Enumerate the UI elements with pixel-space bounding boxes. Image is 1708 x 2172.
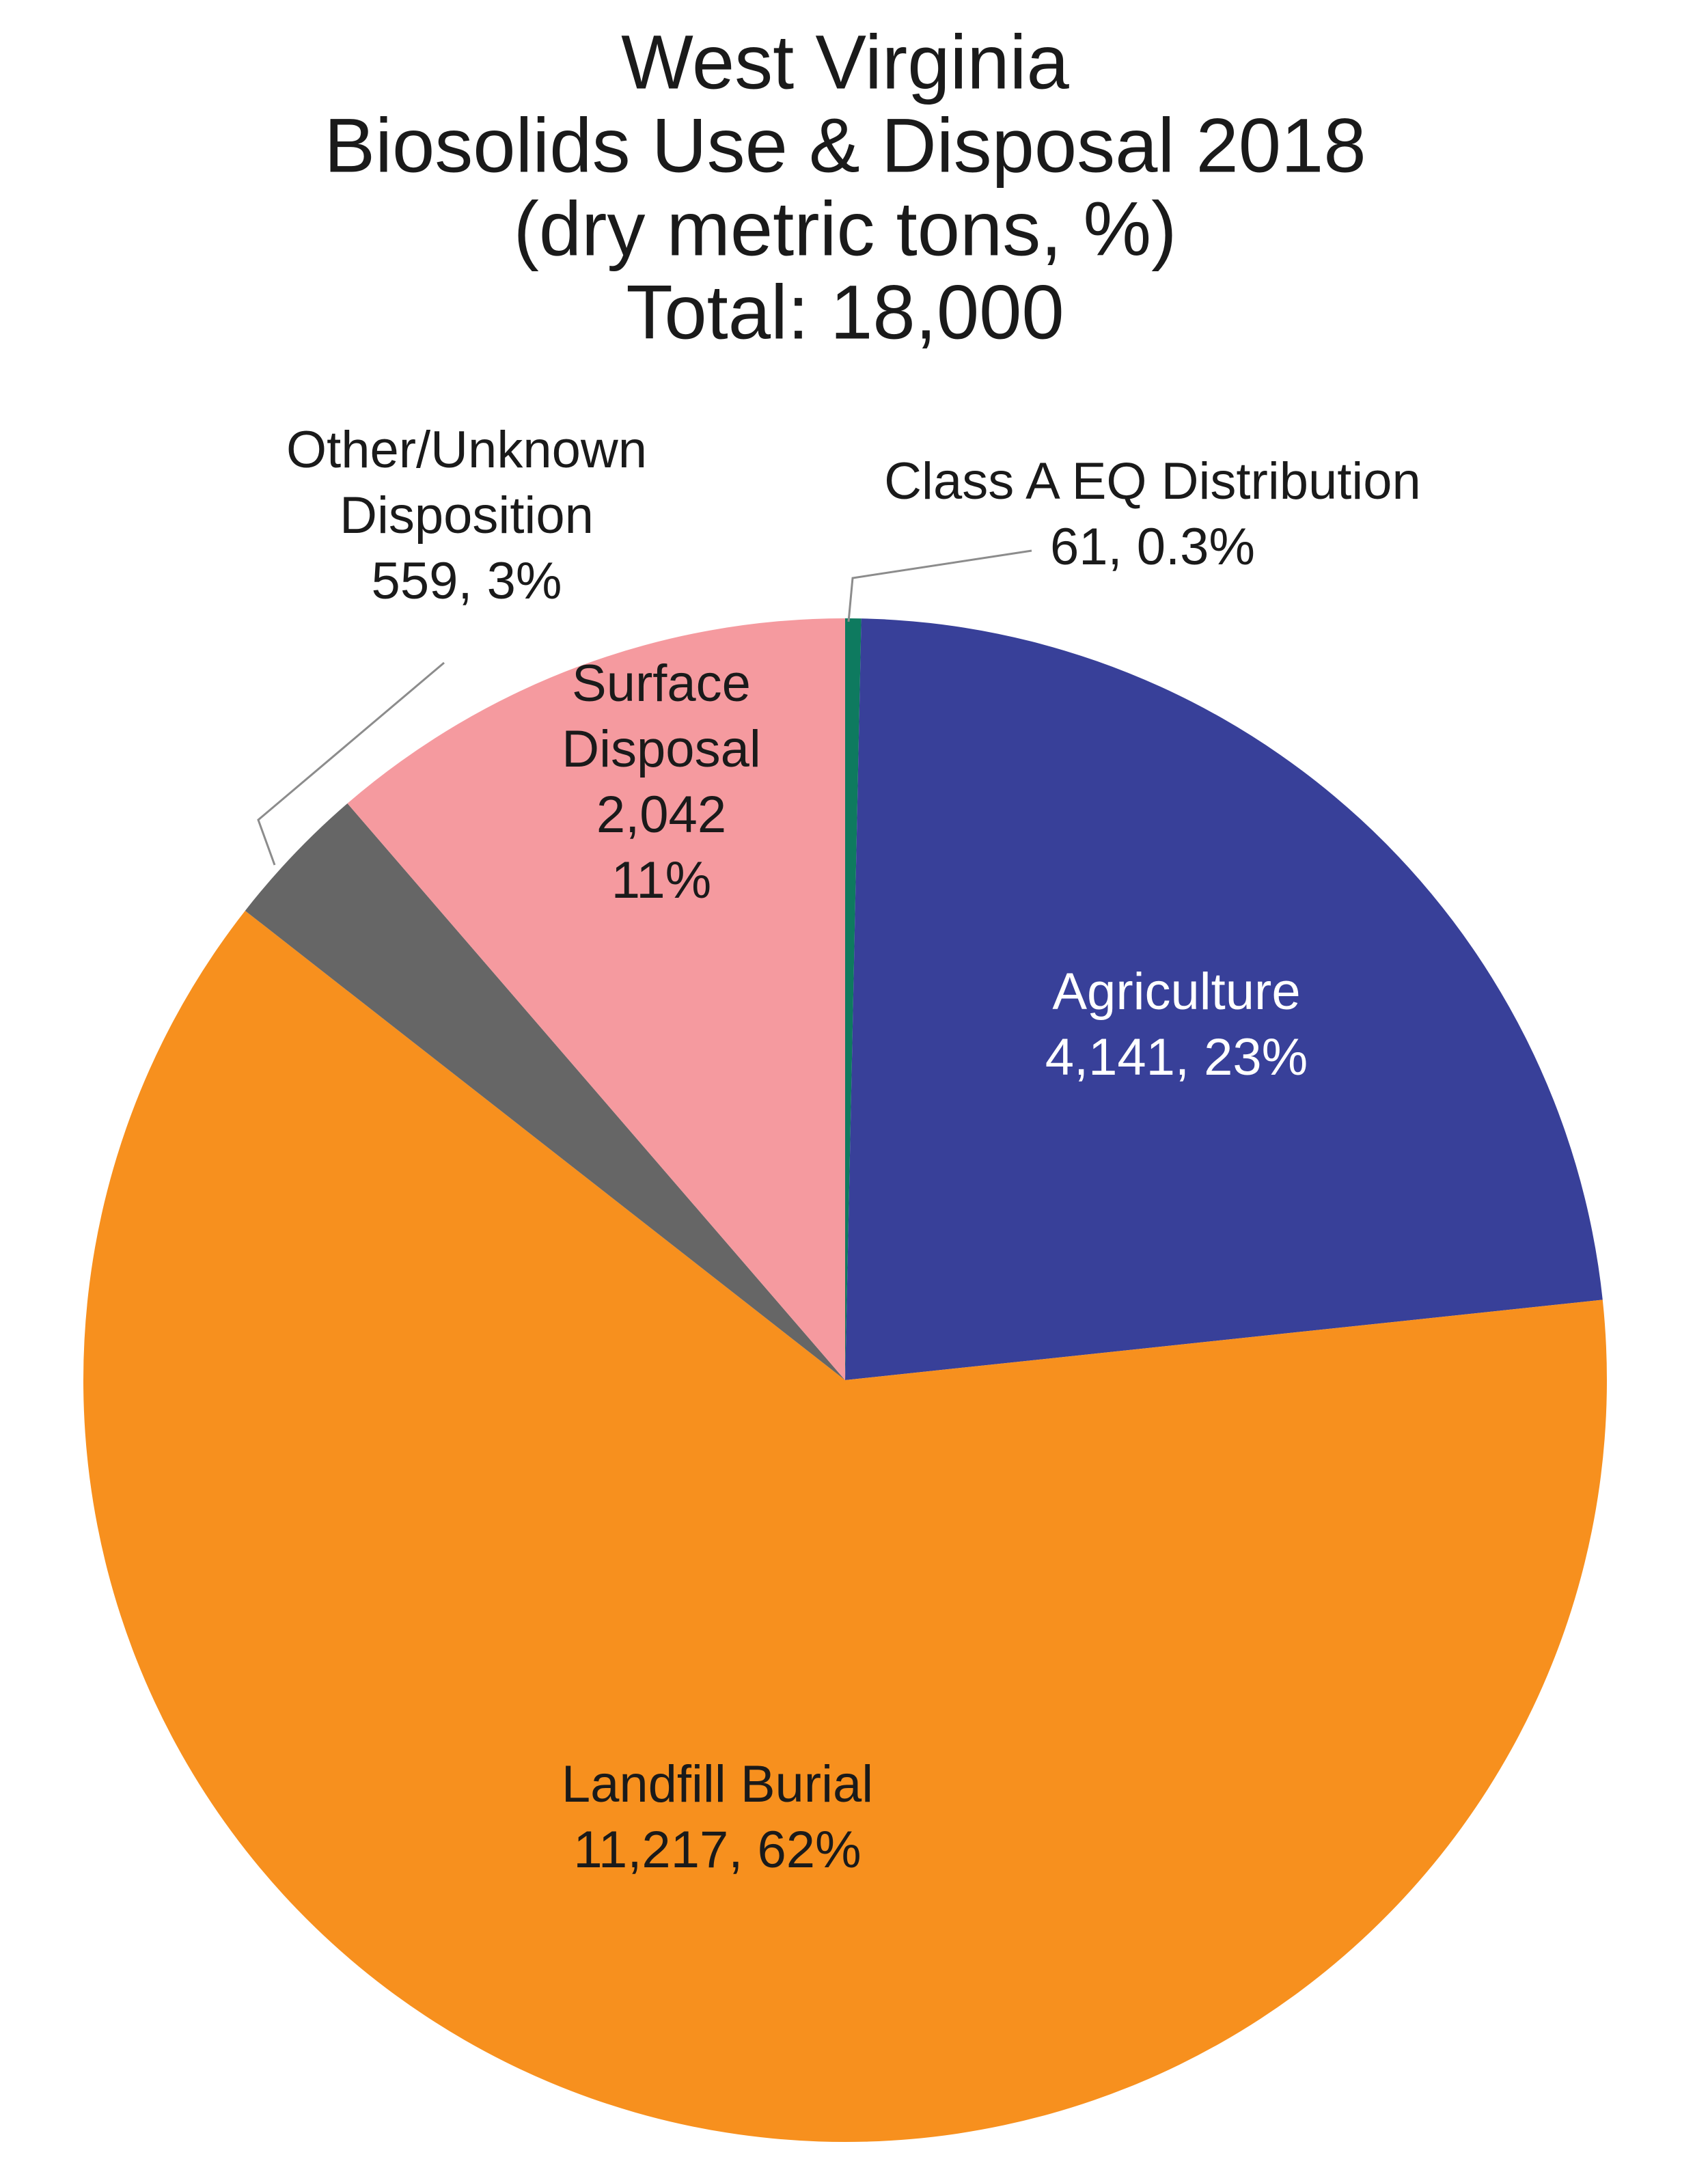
slice-label-line: 2,042 [596,786,726,844]
pie-slices [83,618,1607,2143]
slice-label-line: Surface [572,655,751,713]
leader-line [847,549,1032,622]
slice-label-line: 11,217, 62% [573,1821,861,1879]
chart-title-line: West Virginia [621,20,1069,105]
slice-label-line: 61, 0.3% [1050,518,1255,576]
slice-label-landfill-burial: Landfill Burial 11,217, 62% [562,1755,873,1879]
slice-label-line: Class A EQ Distribution [884,452,1421,510]
pie-slice-agriculture [845,618,1603,1380]
slice-label-line: Disposal [562,720,760,778]
slice-label-line: Landfill Burial [562,1755,873,1813]
slice-label-other-unknown-disposition: Other/Unknown Disposition 559, 3% [286,421,647,610]
chart-title-line: Biosolids Use & Disposal 2018 [324,103,1366,189]
chart-title-line: Total: 18,000 [626,270,1064,355]
slice-label-line: Disposition [340,486,594,545]
slice-label-surface-disposal: Surface Disposal 2,042 11% [562,655,760,909]
slice-label-line: Other/Unknown [286,421,647,479]
pie-slice-surface-disposal [347,618,845,1380]
pie-slice-other-unknown-disposition [245,803,845,1380]
leader-line [257,661,445,866]
slice-label-line: Agriculture [1052,963,1300,1021]
slice-label-line: 559, 3% [372,552,562,610]
pie-slice-landfill-burial [83,910,1607,2143]
slice-label-agriculture: Agriculture 4,141, 23% [1045,963,1308,1086]
chart-title-line: (dry metric tons, %) [514,187,1177,272]
slice-label-class-a-eq-distribution: Class A EQ Distribution 61, 0.3% [884,452,1421,576]
slice-labels: Class A EQ Distribution 61, 0.3% Agricultu… [286,421,1421,1879]
leader-lines [257,549,1032,866]
slice-label-line: 4,141, 23% [1045,1028,1308,1086]
slice-label-line: 11% [611,851,711,909]
pie-slice-class-a-eq-distribution [845,618,862,1380]
